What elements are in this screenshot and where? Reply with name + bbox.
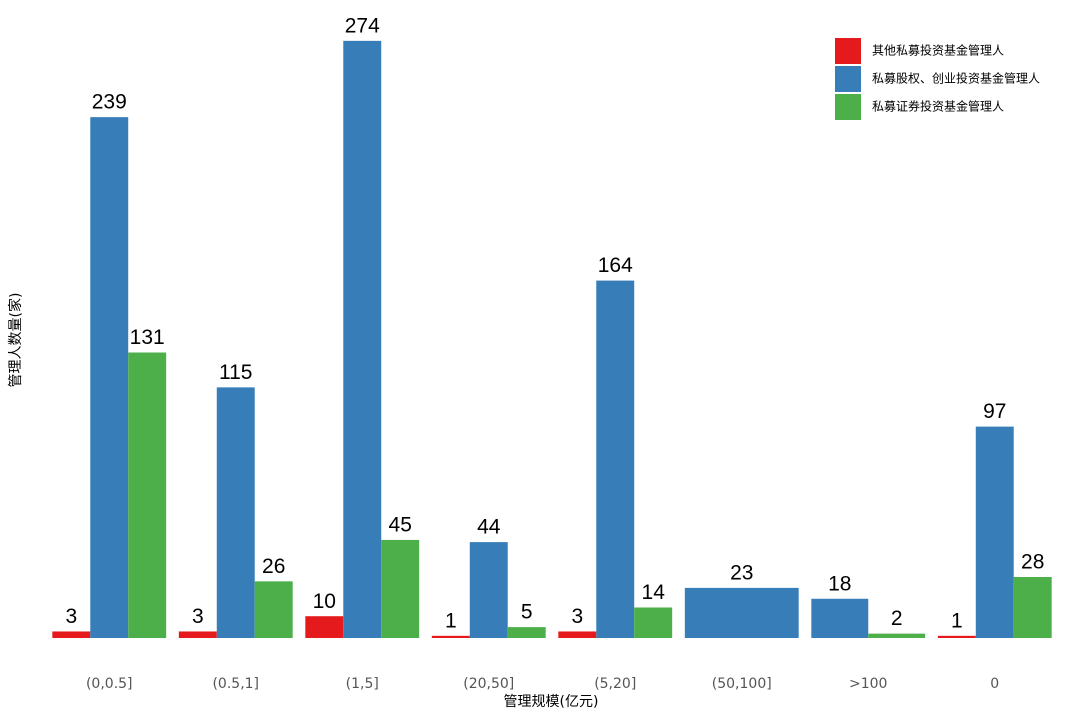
- x-tick-label: (50,100]: [712, 676, 772, 692]
- value-label: 115: [219, 361, 252, 384]
- value-label: 3: [65, 605, 77, 628]
- bar: [937, 635, 976, 638]
- bar: [596, 280, 635, 638]
- value-label: 3: [192, 605, 204, 628]
- bar: [178, 631, 217, 638]
- value-label: 1: [445, 609, 457, 632]
- bar: [684, 587, 799, 638]
- x-tick-label: (20,50]: [463, 676, 514, 692]
- value-label: 23: [730, 561, 753, 584]
- bar: [868, 633, 926, 638]
- bar: [90, 117, 129, 638]
- bar: [811, 598, 869, 638]
- value-label: 10: [313, 590, 336, 613]
- bar: [254, 581, 293, 638]
- bar: [431, 635, 470, 638]
- value-label: 28: [1021, 551, 1044, 574]
- value-label: 2: [891, 607, 903, 630]
- bar: [381, 539, 420, 638]
- bar: [507, 627, 546, 638]
- x-axis-title: 管理规模(亿元): [504, 694, 599, 710]
- value-label: 164: [598, 254, 633, 277]
- legend-label: 私募证券投资基金管理人: [872, 99, 1004, 114]
- value-label: 274: [345, 14, 380, 37]
- x-tick-label: 0: [990, 676, 999, 692]
- value-label: 18: [828, 572, 851, 595]
- legend-swatch: [835, 94, 861, 120]
- bar: [634, 607, 673, 638]
- bar: [128, 352, 167, 638]
- value-label: 239: [92, 91, 127, 114]
- x-tick-label: (1,5]: [346, 676, 379, 692]
- bar: [343, 40, 382, 639]
- bar: [975, 426, 1014, 638]
- value-label: 26: [262, 555, 285, 578]
- value-label: 44: [477, 516, 501, 539]
- bar: [52, 631, 91, 638]
- legend-label: 其他私募投资基金管理人: [872, 43, 1004, 58]
- bar: [305, 616, 344, 638]
- legend-label: 私募股权、创业投资基金管理人: [872, 71, 1040, 86]
- value-label: 131: [130, 326, 165, 349]
- bar: [469, 542, 508, 638]
- x-tick-label: (0.5,1]: [212, 676, 259, 692]
- x-tick-label: (5,20]: [594, 676, 636, 692]
- bar: [216, 387, 255, 638]
- legend-swatch: [835, 66, 861, 92]
- bar: [558, 631, 597, 638]
- y-axis-title: 管理人数量(家): [7, 293, 24, 388]
- value-label: 97: [983, 400, 1006, 423]
- legend-swatch: [835, 38, 861, 64]
- x-tick-label: (0,0.5]: [86, 676, 133, 692]
- value-label: 14: [642, 581, 666, 604]
- x-tick-label: >100: [849, 676, 887, 692]
- value-label: 5: [521, 601, 533, 624]
- value-label: 45: [389, 513, 412, 536]
- bar: [1013, 576, 1052, 638]
- value-label: 3: [571, 605, 583, 628]
- value-label: 1: [951, 609, 963, 632]
